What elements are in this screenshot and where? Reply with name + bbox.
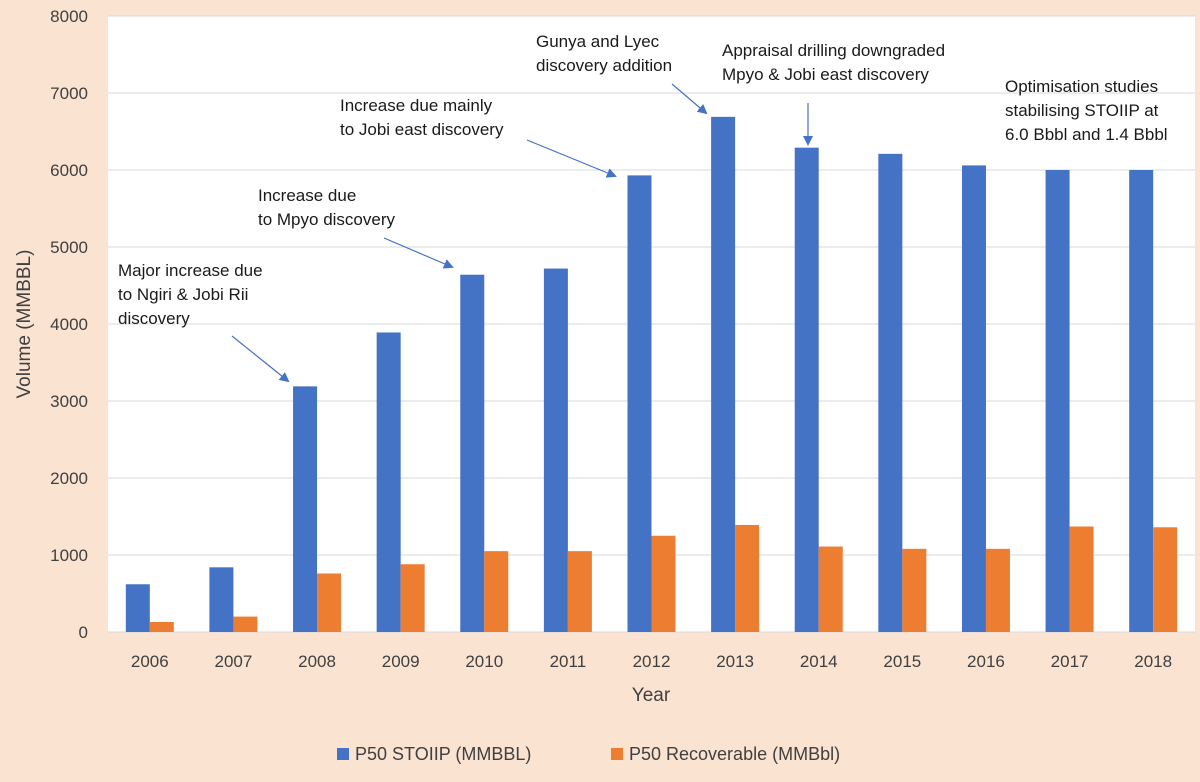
x-tick-label: 2008 [298,652,336,671]
annotation-line: Gunya and Lyec [536,32,660,51]
legend-swatch [337,748,349,760]
annotation-arrow [231,335,290,383]
y-tick-label: 6000 [50,161,88,180]
annotation-2008: Major increase due to Ngiri & Jobi Rii dis… [118,261,263,328]
y-tick-label: 1000 [50,546,88,565]
x-tick-label: 2016 [967,652,1005,671]
bar-recoverable-2007 [233,616,258,632]
y-axis-label: Volume (MMBBL) [14,250,35,399]
bar-stoiip-2013 [711,116,736,633]
x-axis-label: Year [632,685,671,706]
bar-stoiip-2017 [1045,170,1070,632]
x-tick-label: 2013 [716,652,754,671]
annotation-2010: Increase due to Mpyo discovery [258,186,395,229]
x-tick-label: 2010 [465,652,503,671]
bar-recoverable-2010 [484,551,509,632]
annotation-arrow [383,237,454,269]
y-tick-label: 5000 [50,238,88,257]
annotation-line: 6.0 Bbbl and 1.4 Bbbl [1005,125,1168,144]
bar-stoiip-2012 [627,175,652,632]
bar-recoverable-2012 [651,535,676,632]
x-tick-label: 2018 [1134,652,1172,671]
bar-stoiip-2011 [543,268,568,632]
bar-stoiip-2008 [293,386,318,632]
annotation-line: Optimisation studies [1005,77,1158,96]
annotation-line: discovery [118,309,190,328]
annotation-line: to Ngiri & Jobi Rii [118,285,248,304]
bar-recoverable-2011 [567,551,592,632]
bar-recoverable-2018 [1153,527,1178,632]
bar-stoiip-2014 [794,147,819,633]
y-tick-label: 2000 [50,469,88,488]
bar-recoverable-2009 [400,564,425,632]
annotation-2012: Increase due mainly to Jobi east discover… [340,96,504,139]
x-tick-label: 2009 [382,652,420,671]
bar-recoverable-2017 [1069,526,1094,632]
annotation-line: discovery addition [536,56,672,75]
annotation-arrow [526,139,617,178]
annotation-line: to Jobi east discovery [340,120,504,139]
bar-recoverable-2013 [735,524,760,632]
y-tick-label: 3000 [50,392,88,411]
bar-recoverable-2015 [902,548,927,632]
bar-stoiip-2015 [878,153,903,632]
annotation-line: Mpyo & Jobi east discovery [722,65,929,84]
bar-recoverable-2006 [149,621,174,632]
annotation-2014: Appraisal drilling downgraded Mpyo & Jobi… [722,41,945,84]
x-tick-label: 2012 [633,652,671,671]
bar-stoiip-2007 [209,567,234,632]
annotation-line: stabilising STOIIP at [1005,101,1159,120]
legend-label: P50 Recoverable (MMBbl) [629,744,840,764]
y-tick-label: 7000 [50,84,88,103]
legend-label: P50 STOIIP (MMBBL) [355,744,531,764]
x-tick-label: 2006 [131,652,169,671]
y-axis: 0 1000 2000 3000 4000 5000 6000 7000 8000 [50,7,88,642]
annotation-line: Major increase due [118,261,263,280]
legend: P50 STOIIP (MMBBL) P50 Recoverable (MMBbl… [337,744,840,764]
y-tick-label: 0 [79,623,88,642]
y-tick-label: 4000 [50,315,88,334]
bar-stoiip-2010 [460,274,485,632]
bars [125,116,1178,633]
x-tick-label: 2017 [1051,652,1089,671]
x-tick-label: 2011 [550,652,587,671]
annotation-line: Increase due mainly [340,96,493,115]
annotation-2018: Optimisation studies stabilising STOIIP a… [1005,77,1168,144]
bar-recoverable-2016 [985,548,1010,632]
x-tick-label: 2007 [215,652,253,671]
annotation-arrow [671,83,708,115]
bar-recoverable-2014 [818,546,843,632]
x-tick-label: 2015 [883,652,921,671]
y-tick-label: 8000 [50,7,88,26]
legend-swatch [611,748,623,760]
bar-stoiip-2018 [1129,170,1154,632]
x-axis: 2006 2007 2008 2009 2010 2011 2012 2013 2014 2015… [131,652,1172,671]
bar-stoiip-2016 [961,165,986,632]
x-tick-label: 2014 [800,652,838,671]
annotation-line: Increase due [258,186,356,205]
annotations: Major increase due to Ngiri & Jobi Rii dis… [118,32,1168,383]
annotation-line: to Mpyo discovery [258,210,395,229]
annotation-line: Appraisal drilling downgraded [722,41,945,60]
bar-recoverable-2008 [317,573,342,632]
bar-stoiip-2006 [125,584,150,632]
annotation-2013: Gunya and Lyec discovery addition [536,32,672,75]
bar-stoiip-2009 [376,332,401,632]
